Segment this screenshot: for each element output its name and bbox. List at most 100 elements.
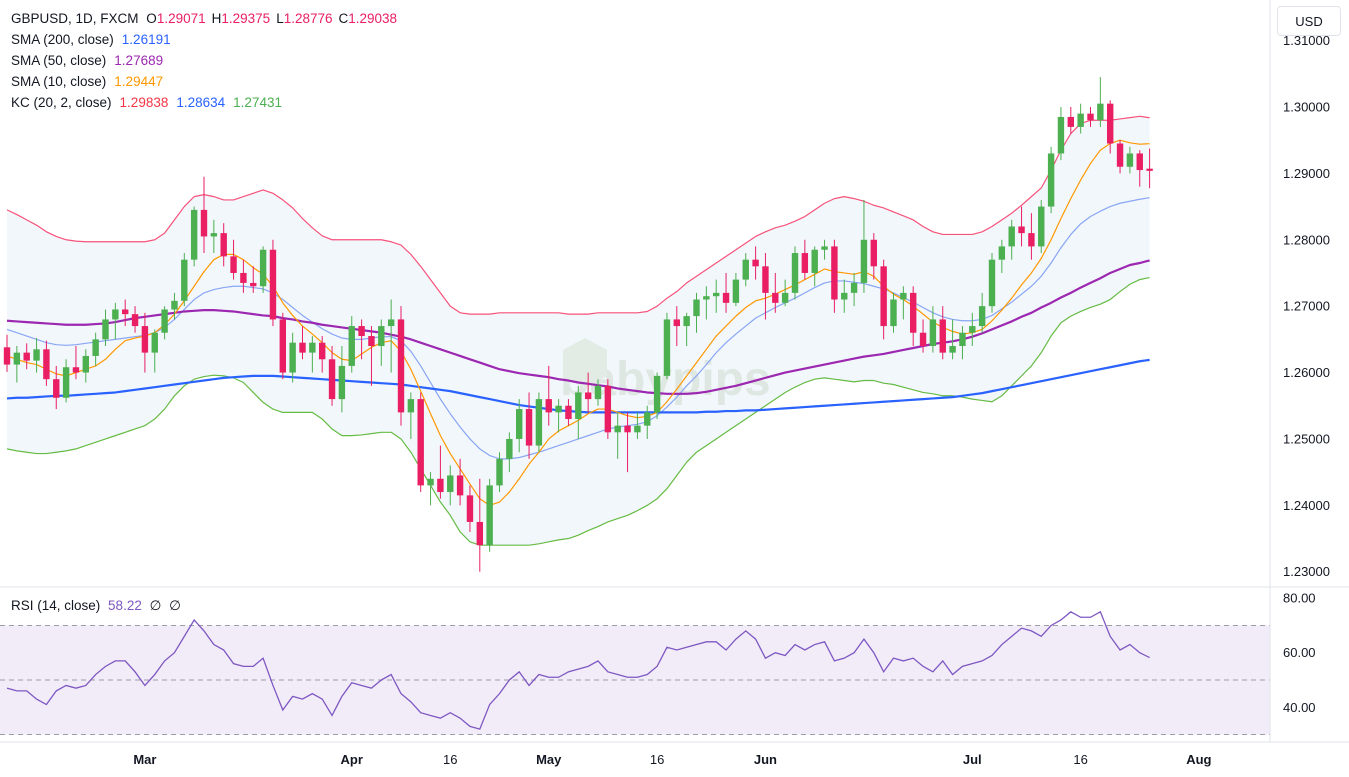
candle-body <box>190 209 198 260</box>
candle-body <box>988 259 996 307</box>
candle-body <box>338 365 346 400</box>
candle-body <box>821 246 828 250</box>
indicator-value: 1.29447 <box>114 74 164 89</box>
rsi-legend: RSI (14, close) 58.22 ∅ ∅ <box>11 598 185 614</box>
candle-body <box>358 326 365 337</box>
candle-body <box>387 319 395 327</box>
candle-body <box>181 259 188 301</box>
price-tick-label: 1.25000 <box>1283 431 1330 446</box>
indicator-value: 1.28634 <box>176 95 226 110</box>
candle-body <box>624 425 631 433</box>
candle-body <box>141 326 149 353</box>
candle-body <box>92 339 99 356</box>
indicator-label: KC (20, 2, close) <box>11 95 112 110</box>
candle-body <box>1008 226 1015 247</box>
candle-body <box>476 521 483 546</box>
candle-body <box>732 279 740 303</box>
candle-body <box>378 326 385 346</box>
time-tick-label: Jul <box>963 752 982 767</box>
candle-body <box>1116 143 1124 167</box>
ohlc-l: L1.28776 <box>276 11 332 26</box>
candle-body <box>929 319 937 346</box>
time-tick-label: Mar <box>133 752 156 767</box>
candle-body <box>112 309 119 320</box>
candle-body <box>978 306 986 327</box>
rsi-tick-label: 60.00 <box>1283 645 1316 660</box>
candle-body <box>959 332 966 346</box>
indicator-label: SMA (200, close) <box>11 32 114 47</box>
candle-body <box>525 409 533 446</box>
rsi-tick-label: 40.00 <box>1283 700 1316 715</box>
candle-body <box>545 399 552 413</box>
candle-body <box>427 478 434 486</box>
candle-body <box>102 319 109 340</box>
indicator-label: SMA (50, close) <box>11 53 107 68</box>
candle-body <box>584 392 592 400</box>
candle-body <box>575 392 582 420</box>
candle-body <box>1097 103 1104 121</box>
candle-body <box>594 385 602 400</box>
candle-body <box>683 316 690 327</box>
ohlc-label: C <box>338 11 349 26</box>
candle-body <box>309 342 316 353</box>
rsi-tick-label: 80.00 <box>1283 591 1316 606</box>
ohlc-o: O1.29071 <box>146 11 205 26</box>
ohlc-label: H <box>211 11 222 26</box>
indicator-legend-row: SMA (10, close) 1.29447 <box>11 74 171 89</box>
candle-body <box>1107 103 1114 144</box>
ohlc-label: L <box>276 11 284 26</box>
candle-body <box>772 292 779 303</box>
candle-body <box>811 249 818 273</box>
candle-body <box>348 326 355 366</box>
candle-body <box>555 405 562 413</box>
candle-body <box>1018 226 1025 234</box>
indicator-legend-row: SMA (50, close) 1.27689 <box>11 53 171 68</box>
ohlc-value: 1.29038 <box>348 11 398 26</box>
candle-body <box>3 347 11 365</box>
currency-button[interactable]: USD <box>1277 6 1341 36</box>
candle-body <box>250 282 257 287</box>
indicator-value: 1.27689 <box>114 53 164 68</box>
candle-body <box>122 309 129 315</box>
candle-body <box>565 405 572 420</box>
candle-body <box>614 425 621 433</box>
candle-body <box>663 319 671 376</box>
indicator-legend-row: KC (20, 2, close) 1.29838 1.28634 1.27431 <box>11 95 290 110</box>
price-tick-label: 1.31000 <box>1283 33 1330 48</box>
candle-body <box>62 367 70 398</box>
watermark-logo-icon <box>563 338 607 388</box>
candle-body <box>161 309 168 333</box>
time-tick-label: 16 <box>1073 752 1087 767</box>
symbol-legend: GBPUSD, 1D, FXCM O1.29071 H1.29375 L1.2877… <box>11 11 407 26</box>
candle-body <box>1126 153 1134 167</box>
candle-body <box>466 495 474 522</box>
time-tick-label: 16 <box>650 752 664 767</box>
candle-body <box>762 266 769 293</box>
candle-body <box>910 292 917 333</box>
time-tick-label: 16 <box>443 752 457 767</box>
candle-body <box>900 292 907 300</box>
candle-body <box>1077 113 1084 127</box>
candle-body <box>368 336 375 346</box>
candle-body <box>653 375 661 413</box>
candle-body <box>299 342 306 353</box>
candle-body <box>289 342 296 373</box>
candle-body <box>969 326 976 333</box>
candle-body <box>634 425 641 433</box>
candle-body <box>82 355 89 373</box>
kc-upper-line <box>6 115 1150 315</box>
candle-body <box>870 239 877 267</box>
candle-body <box>23 352 30 361</box>
candle-body <box>220 233 227 257</box>
price-tick-label: 1.30000 <box>1283 99 1330 114</box>
candle-body <box>949 345 956 353</box>
candle-body <box>456 475 464 496</box>
candle-body <box>1146 168 1153 171</box>
symbol-label: GBPUSD, 1D, FXCM <box>11 11 139 26</box>
ohlc-value: 1.29071 <box>156 11 206 26</box>
candle-body <box>417 399 424 486</box>
candle-body <box>1087 113 1094 121</box>
time-tick-label: Apr <box>341 752 363 767</box>
price-tick-label: 1.26000 <box>1283 365 1330 380</box>
